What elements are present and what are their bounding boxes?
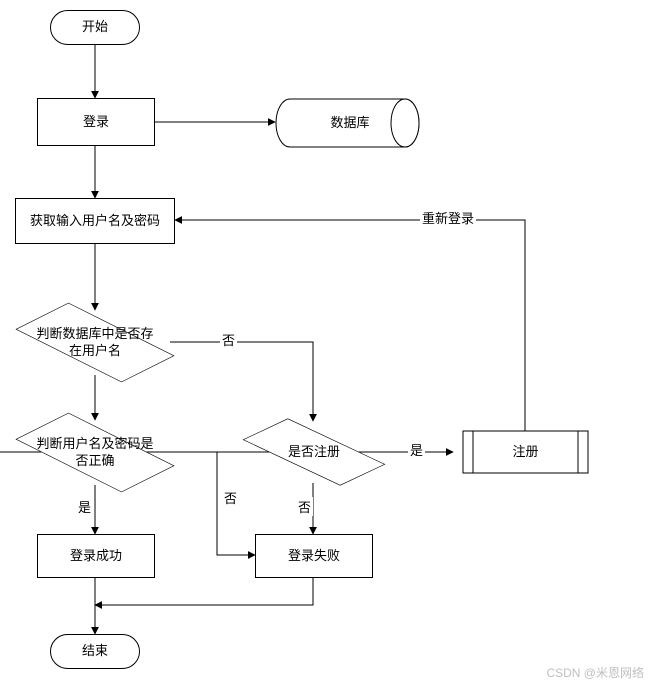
checkuser-node: 判断数据库中是否存在用户名 <box>20 305 170 380</box>
checkpass-no-label: 否 <box>222 488 239 507</box>
relogin-label: 重新登录 <box>420 208 476 227</box>
fail-node: 登录失败 <box>255 534 373 578</box>
register-label: 注册 <box>512 444 538 461</box>
getinput-label: 获取输入用户名及密码 <box>30 213 160 230</box>
success-label: 登录成功 <box>70 548 122 565</box>
database-label-wrap: 数据库 <box>290 98 410 148</box>
database-label: 数据库 <box>330 115 369 132</box>
checkpass-label: 判断用户名及密码是否正确 <box>32 436 158 470</box>
flowchart-canvas: 开始 登录 数据库 获取输入用户名及密码 判断数据库中是否存在用户名 判断用户名… <box>0 0 654 687</box>
checkpass-yes-label: 是 <box>76 497 93 516</box>
isregister-yes-label: 是 <box>408 440 425 459</box>
getinput-node: 获取输入用户名及密码 <box>15 198 175 244</box>
fail-label: 登录失败 <box>288 548 340 565</box>
watermark: CSDN @米恩网络 <box>546 664 644 681</box>
login-node: 登录 <box>37 98 155 146</box>
isregister-no-label: 否 <box>296 497 313 516</box>
isregister-node: 是否注册 <box>245 420 383 484</box>
start-node: 开始 <box>50 10 140 45</box>
checkuser-no-label: 否 <box>220 330 237 349</box>
success-node: 登录成功 <box>37 534 155 578</box>
checkuser-label: 判断数据库中是否存在用户名 <box>32 326 158 360</box>
end-node: 结束 <box>50 634 140 669</box>
login-label: 登录 <box>83 114 109 131</box>
end-label: 结束 <box>82 643 108 660</box>
register-label-wrap: 注册 <box>463 430 588 474</box>
start-label: 开始 <box>82 19 108 36</box>
checkpass-node: 判断用户名及密码是否正确 <box>20 415 170 490</box>
isregister-label: 是否注册 <box>288 444 340 461</box>
